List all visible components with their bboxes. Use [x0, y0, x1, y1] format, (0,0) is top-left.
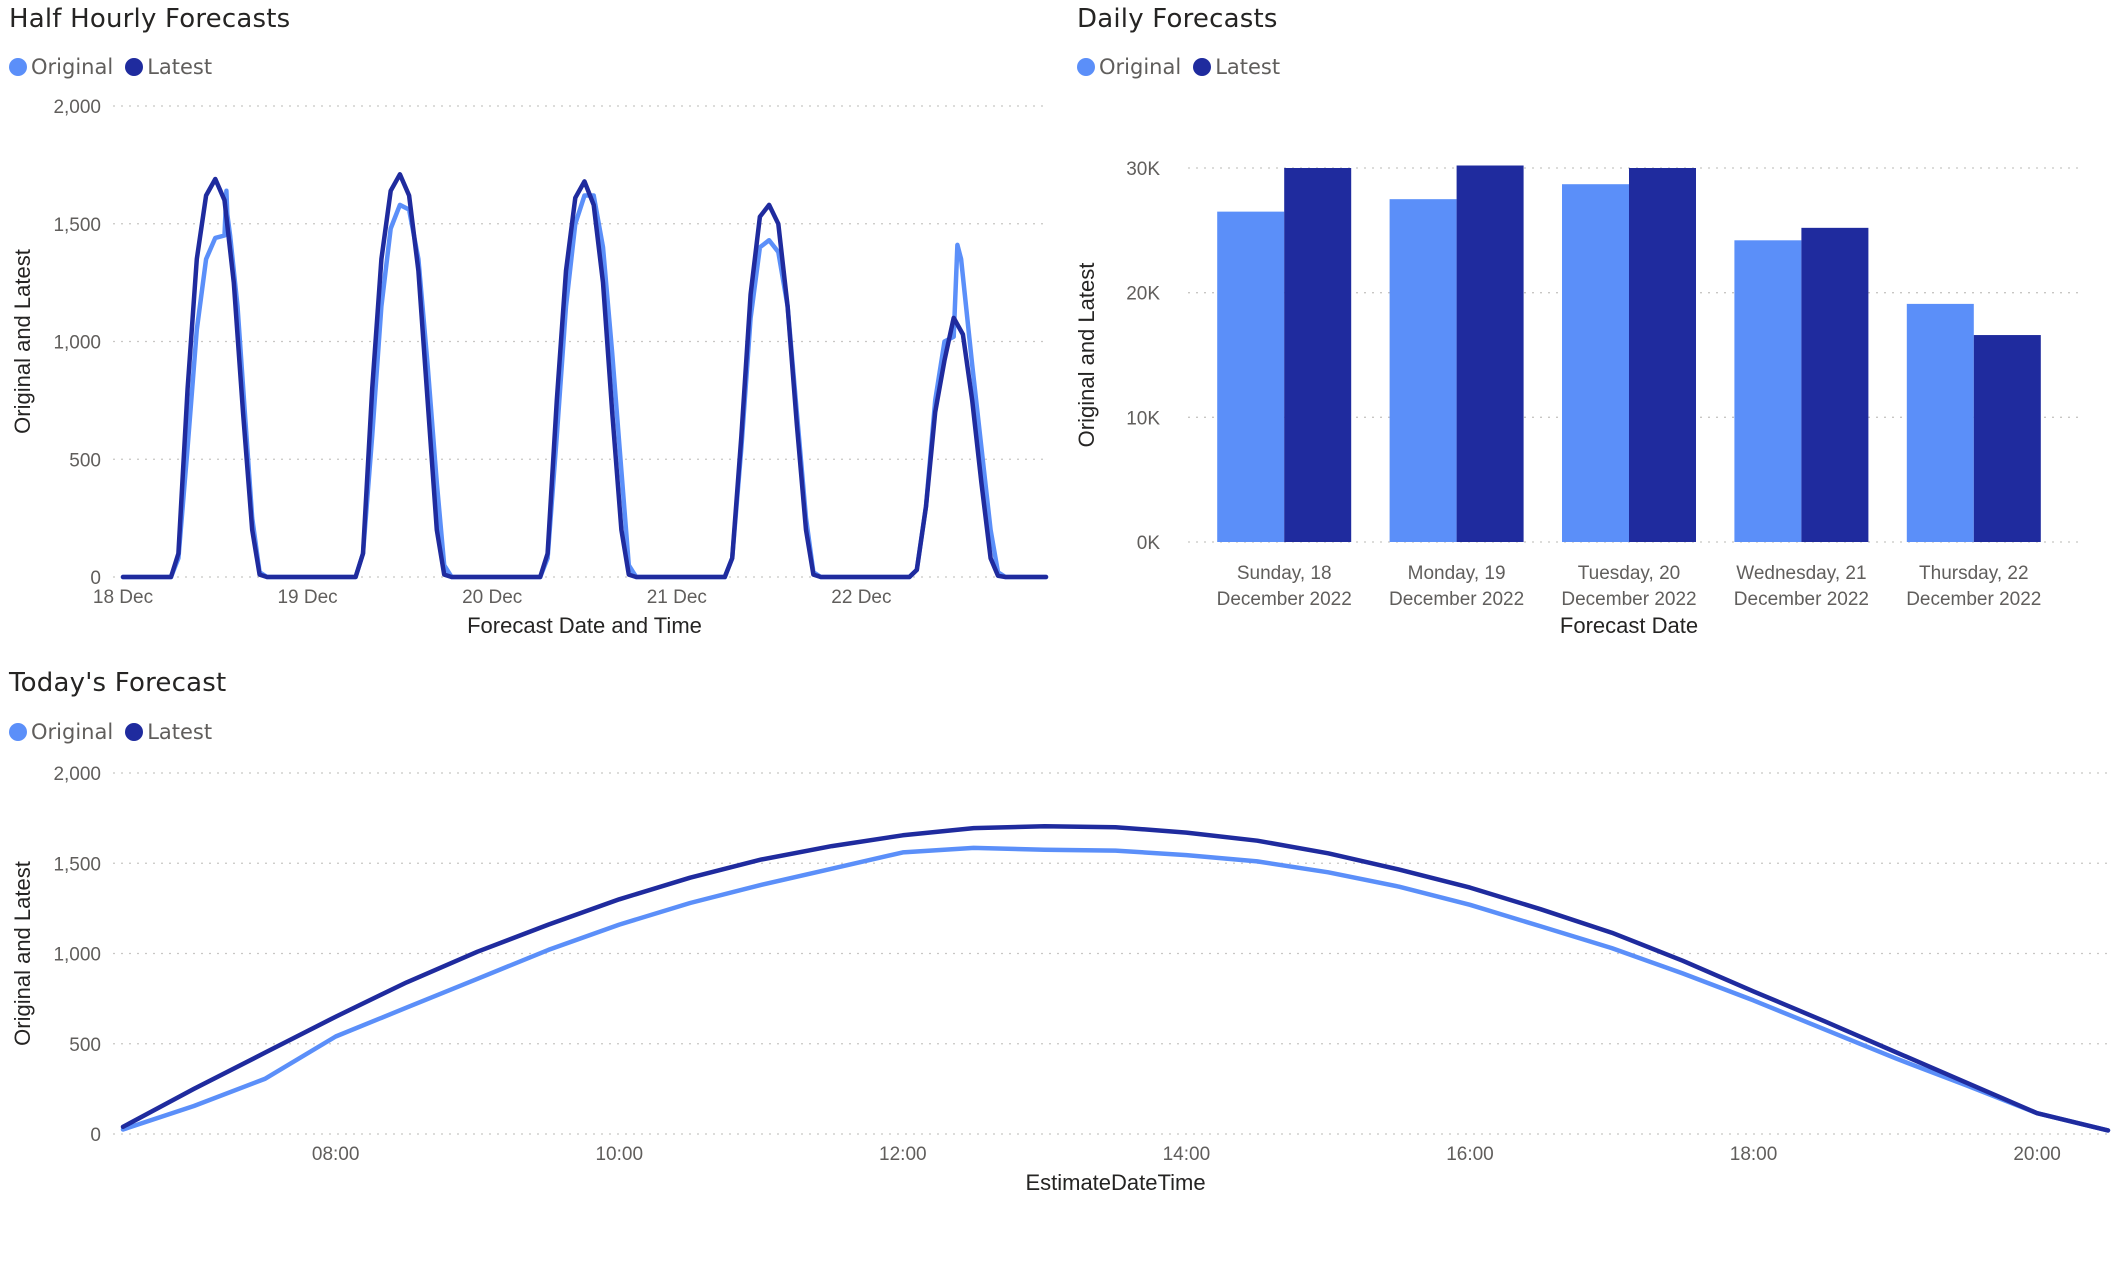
- x-tick-label: 18:00: [1730, 1144, 1778, 1165]
- series-line-latest[interactable]: [120, 172, 1049, 580]
- legend-original-label: Original: [31, 55, 114, 79]
- legend-original-marker: [1077, 58, 1095, 76]
- x-axis-title: Forecast Date: [1560, 613, 1698, 638]
- y-tick-label: 2,000: [53, 764, 101, 785]
- legend-original[interactable]: Original: [9, 720, 113, 744]
- bar-latest[interactable]: [1284, 168, 1352, 542]
- x-tick-label: Wednesday, 21: [1736, 563, 1866, 584]
- x-axis-title: EstimateDateTime: [1025, 1170, 1205, 1195]
- y-tick-label: 0: [90, 1125, 101, 1146]
- series-line-latest[interactable]: [120, 823, 2111, 1133]
- legend-latest-label: Latest: [1215, 55, 1281, 79]
- legend-latest-marker: [1193, 58, 1212, 76]
- bar-latest[interactable]: [1973, 335, 2041, 542]
- x-tick-label: 20 Dec: [462, 587, 522, 608]
- half-hourly-chart: 0 500 1,000 1,500 2,000 18 Dec 19 Dec 20 Dec 21 …: [10, 97, 1049, 638]
- x-tick-label: December 2022: [1217, 589, 1352, 610]
- series-line-original[interactable]: [120, 188, 1049, 580]
- x-tick-label: 22 Dec: [831, 587, 891, 608]
- legend-original[interactable]: Original: [1077, 55, 1181, 79]
- today-legend: Original Latest: [9, 720, 224, 744]
- y-tick-label: 10K: [1126, 408, 1160, 429]
- bar-original[interactable]: [1217, 211, 1285, 542]
- today-chart: 0 500 1,000 1,500 2,000 08:00 10:00 12:00 14:00 1…: [10, 764, 2111, 1195]
- x-tick-label: Thursday, 22: [1919, 563, 2028, 584]
- x-tick-label: December 2022: [1561, 589, 1696, 610]
- legend-latest-marker: [125, 58, 144, 76]
- x-tick-label: 12:00: [879, 1144, 927, 1165]
- today-visual: Today's Forecast Original Latest 0 500 1,0…: [0, 664, 2128, 1281]
- x-axis-title: Forecast Date and Time: [467, 613, 702, 638]
- daily-visual: Daily Forecasts Original Latest 0K 10K 20K…: [1068, 0, 2128, 660]
- x-tick-label: December 2022: [1734, 589, 1869, 610]
- legend-latest[interactable]: Latest: [1193, 55, 1280, 79]
- y-tick-label: 30K: [1126, 159, 1160, 180]
- legend-original-label: Original: [31, 720, 114, 744]
- legend-latest-label: Latest: [147, 55, 213, 79]
- x-tick-label: 18 Dec: [93, 587, 153, 608]
- x-tick-label: 16:00: [1446, 1144, 1494, 1165]
- bar-original[interactable]: [1906, 303, 1974, 542]
- bar-original[interactable]: [1734, 240, 1802, 542]
- legend-original-marker: [9, 723, 27, 741]
- bar-latest[interactable]: [1801, 227, 1869, 542]
- y-tick-label: 20K: [1126, 284, 1160, 305]
- y-tick-label: 1,000: [53, 945, 101, 966]
- y-tick-label: 1,500: [53, 854, 101, 875]
- legend-latest[interactable]: Latest: [125, 55, 212, 79]
- x-tick-label: 08:00: [312, 1144, 360, 1165]
- x-tick-label: 14:00: [1163, 1144, 1211, 1165]
- y-axis-title: Original and Latest: [10, 249, 35, 434]
- y-tick-label: 2,000: [53, 97, 101, 118]
- x-tick-label: 19 Dec: [277, 587, 337, 608]
- series-line-original[interactable]: [120, 845, 2111, 1133]
- y-tick-label: 500: [69, 450, 101, 471]
- y-axis-title: Original and Latest: [1074, 263, 1099, 448]
- today-title: Today's Forecast: [9, 668, 227, 698]
- y-tick-label: 0K: [1137, 533, 1161, 554]
- half-hourly-legend: Original Latest: [9, 55, 224, 79]
- x-tick-label: Monday, 19: [1408, 563, 1506, 584]
- x-tick-label: 20:00: [2013, 1144, 2061, 1165]
- bar-latest[interactable]: [1629, 168, 1696, 542]
- y-tick-label: 500: [69, 1035, 101, 1056]
- legend-latest-marker: [125, 723, 144, 741]
- legend-original-marker: [9, 58, 27, 76]
- x-tick-label: 21 Dec: [647, 587, 707, 608]
- legend-original-label: Original: [1099, 55, 1182, 79]
- half-hourly-title: Half Hourly Forecasts: [9, 4, 291, 34]
- y-tick-label: 1,500: [53, 215, 101, 236]
- x-tick-label: Sunday, 18: [1237, 563, 1332, 584]
- legend-original[interactable]: Original: [9, 55, 113, 79]
- daily-legend: Original Latest: [1077, 55, 1292, 79]
- y-axis-title: Original and Latest: [10, 861, 35, 1046]
- x-tick-label: Tuesday, 20: [1578, 563, 1680, 584]
- x-tick-label: December 2022: [1389, 589, 1524, 610]
- y-tick-label: 0: [90, 568, 101, 589]
- bar-original[interactable]: [1562, 184, 1629, 542]
- y-tick-label: 1,000: [53, 333, 101, 354]
- daily-chart: 0K 10K 20K 30K Sunday, 18 December 2022 Monday…: [1074, 159, 2080, 638]
- bar-original[interactable]: [1389, 199, 1457, 542]
- x-tick-label: 10:00: [595, 1144, 643, 1165]
- daily-title: Daily Forecasts: [1077, 4, 1278, 34]
- half-hourly-visual: Half Hourly Forecasts Original Latest 0 5…: [0, 0, 1060, 660]
- bar-latest[interactable]: [1456, 165, 1524, 543]
- x-tick-label: December 2022: [1906, 589, 2041, 610]
- legend-latest-label: Latest: [147, 720, 213, 744]
- legend-latest[interactable]: Latest: [125, 720, 212, 744]
